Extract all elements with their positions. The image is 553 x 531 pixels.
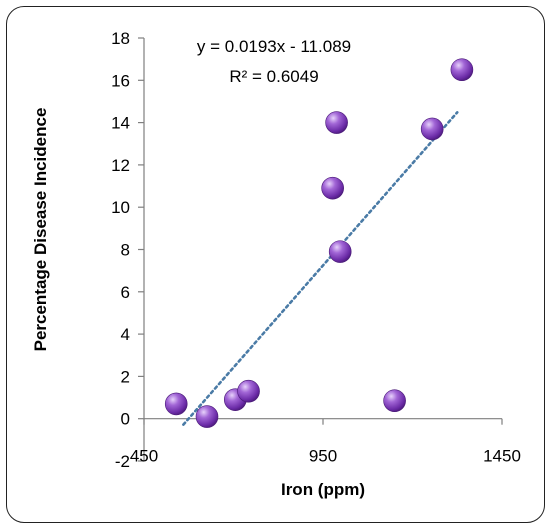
y-tick-label: 6 (121, 283, 130, 302)
data-point (321, 176, 344, 200)
y-tick-label: 10 (111, 198, 130, 217)
chart-frame (6, 6, 545, 523)
y-tick-label: 4 (121, 325, 130, 344)
trendline-r-squared: R² = 0.6049 (229, 67, 318, 86)
y-tick-label: 18 (111, 29, 130, 48)
trendline-equation: y = 0.0193x - 11.089 (197, 37, 351, 56)
y-tick-label: 16 (111, 71, 130, 90)
y-tick-label: 12 (111, 156, 130, 175)
data-point (237, 379, 260, 403)
y-tick-label: -2 (115, 452, 130, 471)
x-tick-label: 450 (130, 447, 158, 466)
data-point (383, 389, 406, 413)
data-point (325, 111, 348, 134)
trendline (182, 111, 459, 426)
y-tick-label: 8 (121, 241, 130, 260)
y-tick-label: 14 (111, 114, 130, 133)
y-tick-label: 2 (121, 367, 130, 386)
y-tick-label: 0 (121, 410, 130, 429)
data-point (164, 392, 188, 416)
data-point (195, 405, 219, 428)
x-tick-label: 1450 (483, 447, 521, 466)
data-point (328, 240, 352, 263)
data-point (420, 117, 444, 141)
y-axis-title: Percentage Disease Incidence (31, 108, 50, 352)
x-tick-label: 950 (309, 447, 337, 466)
data-point (450, 58, 474, 82)
x-axis-title: Iron (ppm) (281, 480, 365, 499)
